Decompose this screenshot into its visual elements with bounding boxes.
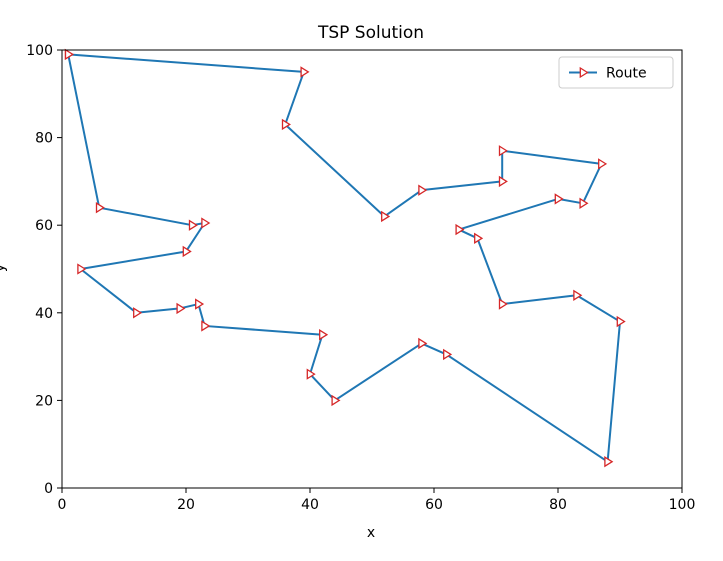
x-axis-label: x xyxy=(367,525,375,541)
route-point xyxy=(95,202,105,214)
route-line xyxy=(67,53,621,463)
route-point xyxy=(77,263,87,275)
route-point xyxy=(573,289,583,301)
route-point xyxy=(201,320,211,332)
route-point xyxy=(201,217,211,229)
y-tick-label: 60 xyxy=(35,218,53,234)
x-tick-label: 20 xyxy=(177,497,195,513)
route-point xyxy=(443,348,453,361)
legend-box xyxy=(558,56,674,89)
y-tick-label: 40 xyxy=(35,306,53,322)
legend-marker-swatch xyxy=(579,66,589,79)
route-point xyxy=(474,232,484,245)
route-point xyxy=(300,66,310,78)
route-point xyxy=(604,456,614,468)
route-point xyxy=(455,223,465,236)
y-tick-label: 80 xyxy=(35,131,53,147)
x-tick-label: 80 xyxy=(549,497,567,513)
route-point xyxy=(498,145,508,157)
route-point xyxy=(176,302,186,315)
x-tick-label: 60 xyxy=(425,497,443,513)
route-point xyxy=(381,210,391,223)
route-point xyxy=(64,48,74,61)
route-point xyxy=(195,298,205,310)
route-point xyxy=(281,118,291,131)
route-point xyxy=(418,337,428,350)
route-point xyxy=(579,197,589,209)
route-point xyxy=(498,175,508,188)
x-tick-label: 0 xyxy=(58,497,67,513)
legend-label: Route xyxy=(606,66,647,82)
route-point xyxy=(319,329,329,341)
series-layer xyxy=(64,48,626,468)
route-point xyxy=(331,394,341,407)
route-point xyxy=(182,245,192,258)
x-tick-label: 100 xyxy=(669,497,696,513)
legend: Route xyxy=(558,56,674,89)
route-point xyxy=(498,298,508,310)
route-point xyxy=(598,158,608,170)
route-point xyxy=(133,307,143,319)
chart-title: TSP Solution xyxy=(317,23,424,43)
route-point xyxy=(554,193,564,205)
y-tick-label: 100 xyxy=(26,43,53,59)
y-tick-label: 0 xyxy=(44,481,53,497)
route-point xyxy=(616,315,626,328)
x-tick-label: 40 xyxy=(301,497,319,513)
plot-frame xyxy=(61,49,683,489)
y-axis-label: y xyxy=(0,264,8,272)
route-point xyxy=(418,184,428,196)
y-tick-label: 20 xyxy=(35,393,53,409)
route-point xyxy=(306,368,316,380)
route-point xyxy=(188,219,198,231)
ticks-layer: 0 20 40 60 80 100 0 20 40 60 80 100 xyxy=(26,43,695,513)
